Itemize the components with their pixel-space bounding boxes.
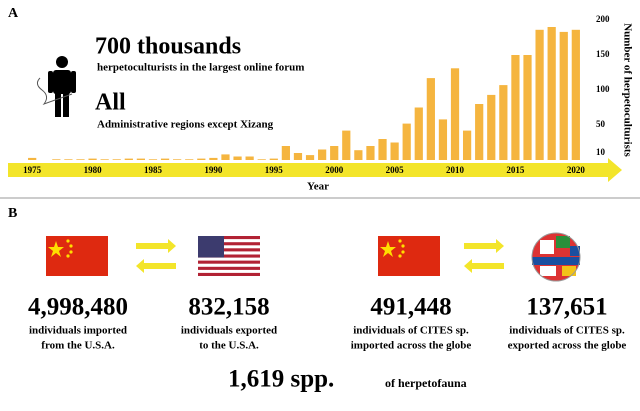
chart-area: 1975 1980 1985 1990 1995 2000 2005 2010 2015 2020…: [8, 14, 622, 182]
bar: [378, 139, 387, 160]
bar: [475, 104, 484, 160]
bar: [112, 159, 121, 160]
bar: [487, 94, 496, 160]
bar: [160, 158, 170, 160]
species-count: 1,619 spp.: [228, 366, 334, 393]
panel-label: B: [8, 206, 17, 221]
species-caption: of herpetofauna: [385, 376, 467, 390]
y-tick-label: 50: [596, 119, 606, 129]
bar: [281, 146, 290, 160]
bar: [136, 158, 146, 160]
bar: [28, 157, 37, 160]
bar: [414, 107, 423, 160]
x-tick-label: 2005: [386, 165, 405, 175]
bar: [571, 29, 580, 160]
stat-caption: exported across the globe: [508, 340, 627, 352]
stat-value: 832,158: [188, 294, 269, 321]
y-tick-label: 150: [596, 49, 610, 59]
panel-label: A: [8, 6, 19, 21]
stat-caption: individuals of CITES sp.: [509, 325, 625, 337]
bar: [426, 78, 435, 160]
bar: [366, 146, 375, 160]
flag-china: [46, 236, 108, 276]
bar: [305, 155, 315, 160]
annotation-text: Administrative regions except Xizang: [97, 119, 274, 131]
bar: [402, 123, 411, 160]
bar: [559, 31, 568, 161]
bar: [499, 85, 508, 160]
bar: [269, 158, 278, 160]
x-axis-arrow: [8, 158, 622, 182]
bar: [197, 158, 206, 160]
bar: [245, 156, 254, 160]
x-tick-label: 2015: [506, 165, 525, 175]
stat-value: 137,651: [526, 294, 607, 321]
bar: [354, 150, 363, 160]
y-tick-label: 10: [596, 147, 606, 157]
x-tick-label: 1995: [265, 165, 284, 175]
bar: [76, 159, 85, 160]
bar: [233, 156, 242, 160]
bar: [100, 159, 109, 160]
x-tick-label: 2020: [567, 165, 586, 175]
bar: [221, 154, 230, 160]
y-tick-label: 100: [596, 84, 610, 94]
annotation-text: herpetoculturists in the largest online …: [97, 62, 304, 74]
stat-caption: individuals imported: [29, 325, 127, 337]
x-tick-label: 1990: [204, 165, 223, 175]
x-tick-label: 1985: [144, 165, 163, 175]
bar: [293, 153, 303, 160]
bar: [438, 119, 448, 160]
stat-value: 491,448: [370, 294, 451, 321]
bar: [535, 29, 544, 160]
bar: [390, 142, 399, 160]
bar: [547, 27, 556, 160]
bar: [185, 159, 194, 160]
y-axis-label: Number of herpetoculturists: [621, 23, 633, 157]
y-tick-label: 200: [596, 14, 610, 24]
bar: [523, 55, 532, 160]
x-tick-label: 1975: [23, 165, 42, 175]
bar: [330, 146, 339, 160]
person-icon: [36, 56, 76, 117]
bar: [450, 68, 460, 160]
bar: [318, 149, 327, 160]
stat-caption: imported across the globe: [351, 340, 472, 352]
exchange-arrows: [136, 239, 504, 273]
stats: 4,998,480 individuals imported from the U.…: [28, 294, 626, 352]
bar: [52, 159, 61, 160]
bar: [64, 159, 73, 160]
stat-value: 4,998,480: [28, 294, 128, 321]
stat-caption: individuals exported: [181, 325, 277, 337]
bar: [257, 159, 266, 160]
stat-caption: to the U.S.A.: [199, 340, 259, 352]
flag-china: [378, 236, 440, 276]
bar: [173, 159, 182, 160]
x-tick-label: 1980: [84, 165, 103, 175]
flag-globe: [531, 232, 581, 282]
bar: [88, 158, 97, 160]
annotation-headline: All: [95, 90, 126, 116]
stat-caption: individuals of CITES sp.: [353, 325, 469, 337]
bar: [342, 130, 351, 160]
bar: [124, 158, 133, 160]
x-tick-label: 2010: [446, 165, 465, 175]
x-axis-label: Year: [307, 181, 329, 193]
x-tick-label: 2000: [325, 165, 344, 175]
stat-caption: from the U.S.A.: [41, 340, 115, 352]
bar: [511, 55, 520, 160]
bar: [209, 157, 218, 160]
annotation-headline: 700 thousands: [95, 34, 241, 60]
bar: [462, 130, 472, 160]
bar: [148, 159, 158, 160]
flag-usa: [198, 236, 260, 276]
